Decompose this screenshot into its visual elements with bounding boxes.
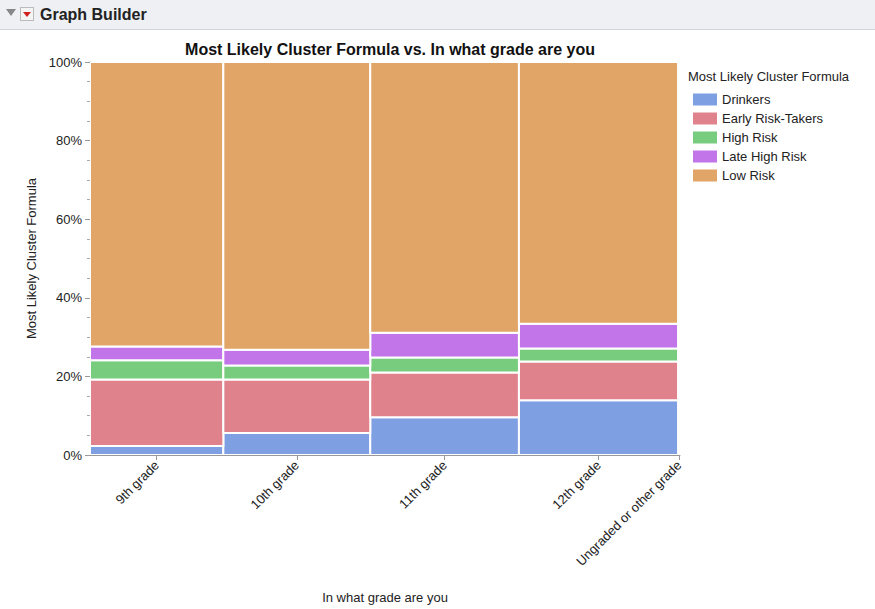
svg-text:9th grade: 9th grade (113, 458, 162, 507)
svg-text:Ungraded or other grade: Ungraded or other grade (573, 458, 684, 569)
svg-text:80%: 80% (56, 133, 82, 148)
svg-text:Most Likely Cluster Formula vs: Most Likely Cluster Formula vs. In what … (185, 41, 595, 58)
svg-text:Most Likely Cluster Formula: Most Likely Cluster Formula (24, 177, 39, 339)
svg-text:In what grade are you: In what grade are you (322, 590, 448, 605)
svg-text:40%: 40% (56, 290, 82, 305)
svg-text:Low Risk: Low Risk (722, 168, 775, 183)
svg-text:Drinkers: Drinkers (722, 92, 771, 107)
svg-text:Most Likely Cluster Formula: Most Likely Cluster Formula (688, 69, 850, 84)
svg-text:20%: 20% (56, 369, 82, 384)
html-text:Graph Builder: Graph Builder (40, 6, 147, 23)
svg-text:11th grade: 11th grade (396, 458, 450, 512)
svg-text:100%: 100% (49, 55, 83, 70)
svg-text:High Risk: High Risk (722, 130, 778, 145)
svg-text:10th grade: 10th grade (248, 458, 303, 513)
svg-text:Late High Risk: Late High Risk (722, 149, 807, 164)
svg-text:Early Risk-Takers: Early Risk-Takers (722, 111, 824, 126)
svg-text:60%: 60% (56, 212, 82, 227)
svg-text:12th grade: 12th grade (549, 458, 604, 513)
svg-text:0%: 0% (63, 448, 82, 463)
